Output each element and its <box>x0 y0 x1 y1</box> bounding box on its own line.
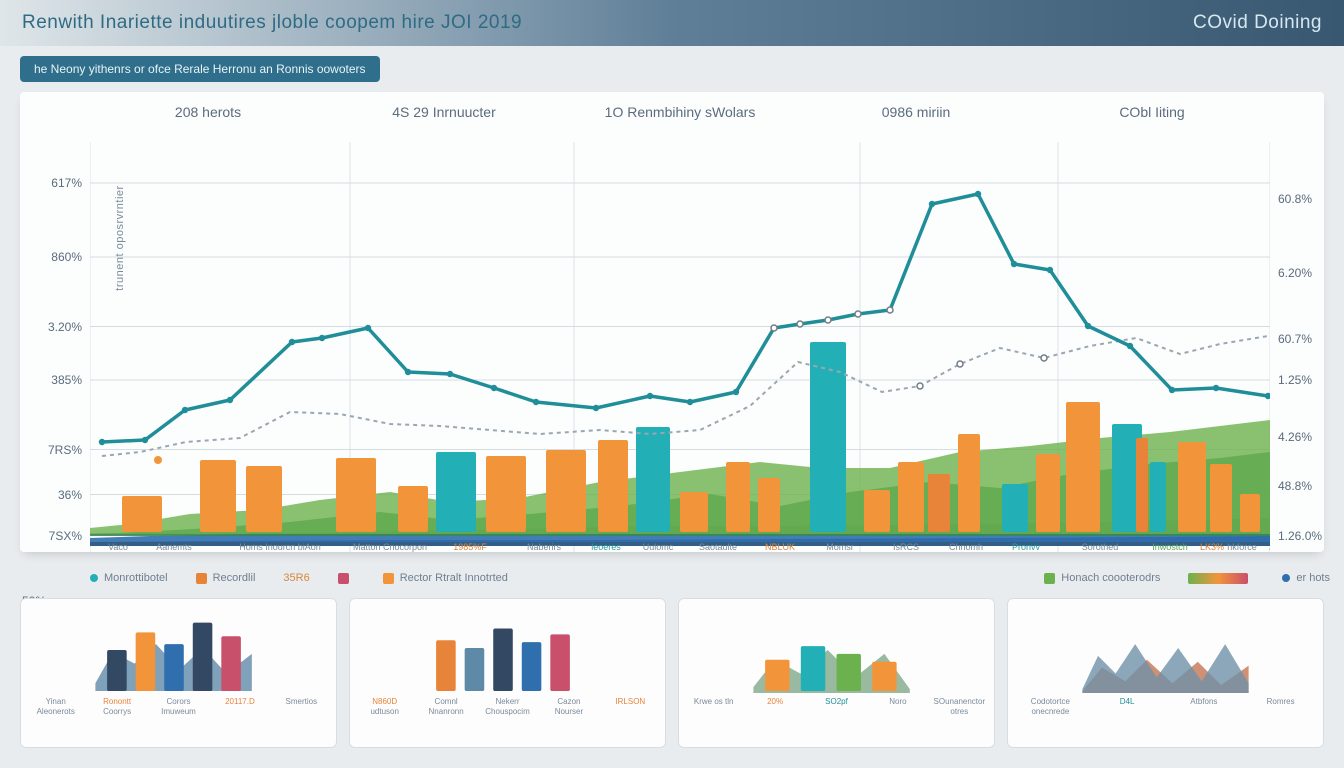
axis-tick: 4.26% <box>1278 430 1338 444</box>
subtitle-pill: he Neony yithenrs or ofce Rerale Herronu… <box>20 56 380 82</box>
svg-text:LK3%: LK3% <box>1200 542 1224 552</box>
y-axis-left: 617% 860% 3.20% 385% 7RS% 36% 7SX% <box>20 142 90 552</box>
legend-item <box>1188 573 1254 584</box>
chart-legend: Monrottibotel Recordlil 35R6 Rector Rtralt … <box>90 568 1330 588</box>
svg-text:IsRCS: IsRCS <box>893 542 919 552</box>
axis-tick: 7RS% <box>22 443 82 457</box>
legend-item: er hots <box>1282 572 1330 584</box>
chart-column-headers: 208 herots4S 29 Inrnuucter1O Renmbihiny … <box>90 104 1270 134</box>
mini-chart-panel: N860DudtusonComnlNnanronnNekerrChouspoci… <box>349 598 666 748</box>
column-header: 1O Renmbihiny sWolars <box>562 104 798 134</box>
legend-item <box>338 573 355 584</box>
svg-text:Momsr: Momsr <box>826 542 854 552</box>
svg-text:Uulomc: Uulomc <box>643 542 674 552</box>
mini-chart-panel: YinanAleonerotsRononttCoorrysCororsImuwe… <box>20 598 337 748</box>
title-bar: Renwith Inariette induutires jloble coop… <box>0 0 1344 46</box>
y-axis-right: 60.8% 6.20% 60.7% 1.25% 4.26% 48.8% 1.26.0% <box>1270 142 1340 552</box>
column-header: 4S 29 Inrnuucter <box>326 104 562 134</box>
chart-plot-area: Vaco Aanemts Homs Inourcn biAon Matton Cnoc… <box>90 142 1270 552</box>
svg-text:Matton Cnocorpon: Matton Cnocorpon <box>353 542 427 552</box>
small-multiples: YinanAleonerotsRononttCoorrysCororsImuwe… <box>20 598 1324 748</box>
svg-text:hkforce: hkforce <box>1227 542 1257 552</box>
legend-item: Monrottibotel <box>90 572 168 584</box>
svg-text:leoeres: leoeres <box>591 542 621 552</box>
legend-item: Rector Rtralt Innotrted <box>383 572 508 584</box>
column-header: 0986 miriin <box>798 104 1034 134</box>
svg-text:1985%F: 1985%F <box>453 542 487 552</box>
axis-tick: 1.25% <box>1278 373 1338 387</box>
legend-item: Recordlil <box>196 572 256 584</box>
axis-tick: 7SX% <box>22 529 82 543</box>
axis-tick: 1.26.0% <box>1278 529 1338 543</box>
axis-tick: 3.20% <box>22 320 82 334</box>
axis-tick: 6.20% <box>1278 266 1338 280</box>
axis-tick: 36% <box>22 488 82 502</box>
svg-text:NBLUK: NBLUK <box>765 542 795 552</box>
page-title: Renwith Inariette induutires jloble coop… <box>22 12 522 34</box>
svg-text:Aanemts: Aanemts <box>156 542 192 552</box>
legend-item: 35R6 <box>283 572 309 584</box>
svg-text:Naberirs: Naberirs <box>527 542 562 552</box>
column-header: CObl Iiting <box>1034 104 1270 134</box>
svg-text:Pronvv: Pronvv <box>1012 542 1041 552</box>
axis-tick: 617% <box>22 176 82 190</box>
svg-text:Chnomh: Chnomh <box>949 542 983 552</box>
svg-text:Homs Inourcn biAon: Homs Inourcn biAon <box>239 542 321 552</box>
mini-chart-panel: Krwe os tln20%SO2pfNoroSOunanenctor otre… <box>678 598 995 748</box>
svg-text:Saotaulte: Saotaulte <box>699 542 737 552</box>
page-title-right: COvid Doining <box>1193 12 1322 34</box>
legend-item: Honach coooterodrs <box>1044 572 1160 584</box>
axis-tick: 860% <box>22 250 82 264</box>
axis-tick: 48.8% <box>1278 479 1338 493</box>
svg-text:Apeeurs: Apeeurs <box>1269 542 1270 552</box>
svg-text:Vaco: Vaco <box>108 542 128 552</box>
axis-tick: 60.7% <box>1278 332 1338 346</box>
main-chart: 208 herots4S 29 Inrnuucter1O Renmbihiny … <box>20 92 1324 552</box>
mini-chart-panel: CodotortceonecnredeD4LAtbfonsRomres <box>1007 598 1324 748</box>
svg-text:Sorothed: Sorothed <box>1082 542 1119 552</box>
axis-tick: 60.8% <box>1278 192 1338 206</box>
svg-text:Inwostch: Inwostch <box>1152 542 1188 552</box>
axis-tick: 385% <box>22 373 82 387</box>
